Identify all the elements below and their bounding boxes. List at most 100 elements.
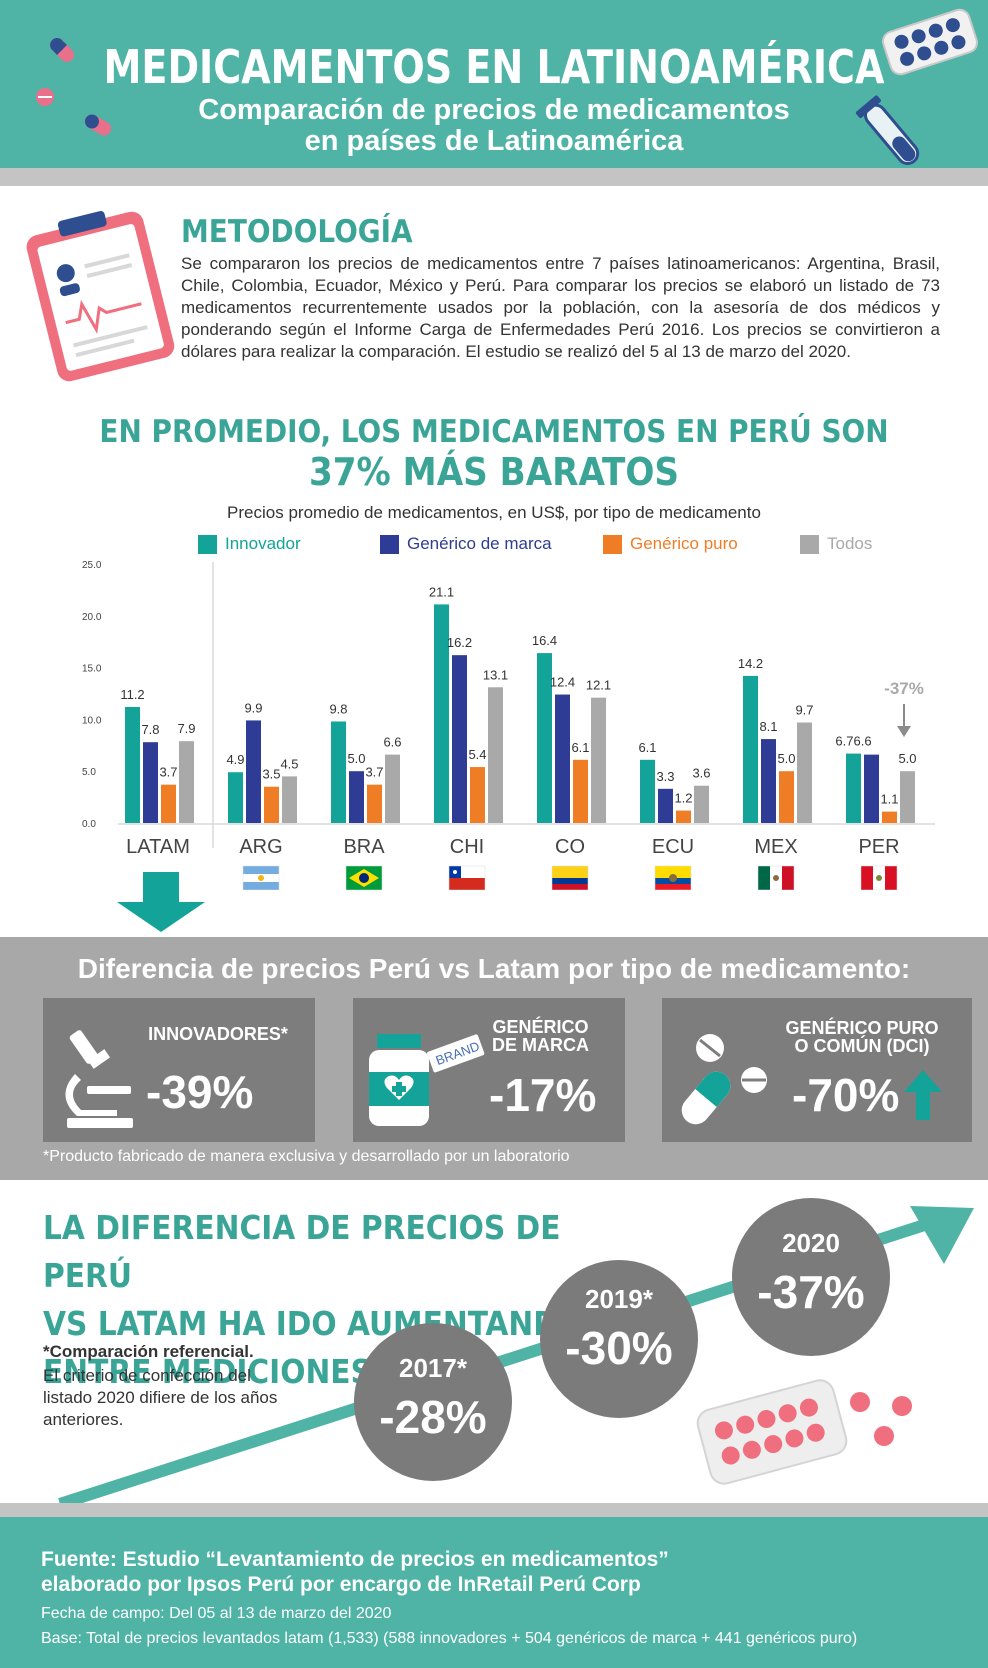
- pills-icon: [681, 1034, 767, 1125]
- bar-mex-1: [761, 739, 776, 823]
- trend-circle-2019: 2019* -30%: [540, 1260, 698, 1418]
- trend-year: 2019*: [585, 1284, 653, 1314]
- bar-mex-3: [797, 722, 812, 823]
- bar-value-label: 12.4: [550, 675, 575, 690]
- methodology-title: METODOLOGÍA: [181, 214, 413, 250]
- card-value: -17%: [489, 1069, 597, 1121]
- flag-peru-icon: [860, 865, 898, 890]
- flag-brazil-icon: [345, 865, 383, 890]
- legend-swatch: [198, 534, 217, 554]
- card-label: INNOVADORES*: [148, 1024, 288, 1044]
- chart-title: Precios promedio de medicamentos, en US$…: [227, 503, 761, 522]
- trend-year: 2020: [782, 1228, 840, 1258]
- bar-arg-2: [264, 786, 279, 823]
- bar-chi-2: [470, 767, 485, 823]
- bar-value-label: 7.8: [141, 722, 159, 737]
- bar-latam-1: [143, 742, 158, 823]
- category-label: PER: [858, 836, 899, 858]
- header-banner: MEDICAMENTOS EN LATINOAMÉRICA Comparació…: [0, 0, 988, 168]
- trend-title-line1: LA DIFERENCIA DE PRECIOS DE PERÚ: [43, 1208, 561, 1295]
- bar-value-label: 3.6: [692, 766, 710, 781]
- bar-value-label: 8.1: [759, 719, 777, 734]
- headline-line2: 37% MÁS BARATOS: [308, 450, 680, 494]
- trend-note-heading: *Comparación referencial.: [43, 1342, 254, 1361]
- legend-swatch: [800, 534, 819, 554]
- page-title: MEDICAMENTOS EN LATINOAMÉRICA: [103, 40, 885, 94]
- footer-divider: [0, 1503, 988, 1517]
- bar-value-label: 6.6: [383, 735, 401, 750]
- trend-value: -30%: [565, 1322, 673, 1374]
- legend-item-generico-marca: Genérico de marca: [380, 534, 552, 554]
- card-label: GENÉRICO PURO: [785, 1018, 939, 1038]
- card-value: -70%: [792, 1069, 900, 1121]
- legend-label: Genérico de marca: [407, 534, 552, 553]
- bar-value-label: 9.9: [244, 700, 262, 715]
- y-tick-label: 10.0: [82, 715, 102, 726]
- legend-item-innovador: Innovador: [198, 534, 301, 554]
- category-label: CHI: [450, 836, 484, 858]
- bar-value-label: 1.2: [674, 791, 692, 806]
- bar-value-label: 14.2: [738, 656, 763, 671]
- card-generico-marca: BRAND GENÉRICO DE MARCA -17%: [353, 998, 625, 1142]
- flag-colombia-icon: [551, 865, 589, 890]
- bar-value-label: 9.8: [329, 701, 347, 716]
- bar-arg-1: [246, 720, 261, 823]
- category-label: MEX: [754, 836, 797, 858]
- bar-bra-1: [349, 771, 364, 823]
- footer-fecha: Fecha de campo: Del 05 al 13 de marzo de…: [41, 1605, 392, 1622]
- blister-pack-icon: [696, 1379, 848, 1485]
- bar-co-0: [537, 653, 552, 823]
- bar-co-1: [555, 694, 570, 823]
- card-label: O COMÚN (DCI): [794, 1036, 930, 1056]
- bar-value-label: 4.5: [280, 756, 298, 771]
- bar-value-label: 5.0: [347, 751, 365, 766]
- bar-latam-3: [179, 741, 194, 823]
- bar-per-0: [846, 753, 861, 823]
- footer-source-line1: Fuente: Estudio “Levantamiento de precio…: [41, 1548, 669, 1571]
- bar-bra-3: [385, 754, 400, 823]
- bar-chart: 0.0 5.0 10.0 15.0 20.0 25.0 11.2 7.8 3.7 7.9 LATAM…: [82, 560, 935, 890]
- microscope-icon: [65, 1030, 133, 1128]
- category-label: CO: [555, 836, 585, 858]
- trend-value: -37%: [757, 1266, 865, 1318]
- bar-bra-2: [367, 784, 382, 823]
- y-tick-label: 0.0: [82, 819, 96, 830]
- bar-value-label: 3.7: [365, 765, 383, 780]
- annotation-label: -37%: [884, 679, 924, 698]
- footer-base: Base: Total de precios levantados latam …: [41, 1630, 858, 1647]
- legend-item-generico-puro: Genérico puro: [603, 534, 738, 554]
- legend-label: Todos: [827, 534, 873, 553]
- card-label: DE MARCA: [492, 1035, 589, 1055]
- trend-title: LA DIFERENCIA DE PRECIOS DE PERÚ VS LATA…: [43, 1204, 603, 1396]
- y-tick-label: 20.0: [82, 612, 102, 623]
- bar-per-1: [864, 754, 879, 823]
- bar-value-label: 9.7: [795, 703, 813, 718]
- blister-pack-icon: [882, 8, 978, 76]
- bar-value-label: 11.2: [120, 687, 144, 702]
- legend-item-todos: Todos: [800, 534, 872, 554]
- legend-swatch: [603, 534, 622, 554]
- y-tick-label: 25.0: [82, 560, 102, 571]
- capsule-icon: [50, 38, 74, 62]
- bar-value-label: 5.0: [898, 751, 916, 766]
- bar-latam-2: [161, 784, 176, 823]
- bar-per-2: [882, 811, 897, 823]
- header-decoration: [36, 8, 978, 165]
- category-label: ECU: [652, 836, 694, 858]
- annotation-arrowhead: [897, 726, 911, 737]
- flag-chile-icon: [448, 865, 486, 890]
- bar-value-label: 1.1: [880, 792, 898, 807]
- methodology-text: Se compararon los precios de medicamento…: [181, 254, 940, 361]
- footer-source-line2: elaborado por Ipsos Perú por encargo de …: [41, 1573, 641, 1596]
- bar-per-3: [900, 771, 915, 823]
- card-label: GENÉRICO: [492, 1017, 589, 1037]
- category-label: LATAM: [126, 836, 190, 858]
- legend-label: Genérico puro: [630, 534, 738, 553]
- category-label: ARG: [239, 836, 282, 858]
- bar-latam-0: [125, 706, 140, 823]
- bar-arg-3: [282, 776, 297, 823]
- bar-value-label: 3.3: [656, 769, 674, 784]
- bar-mex-0: [743, 675, 758, 823]
- capsule-icon: [84, 114, 112, 136]
- category-label: BRA: [343, 836, 385, 858]
